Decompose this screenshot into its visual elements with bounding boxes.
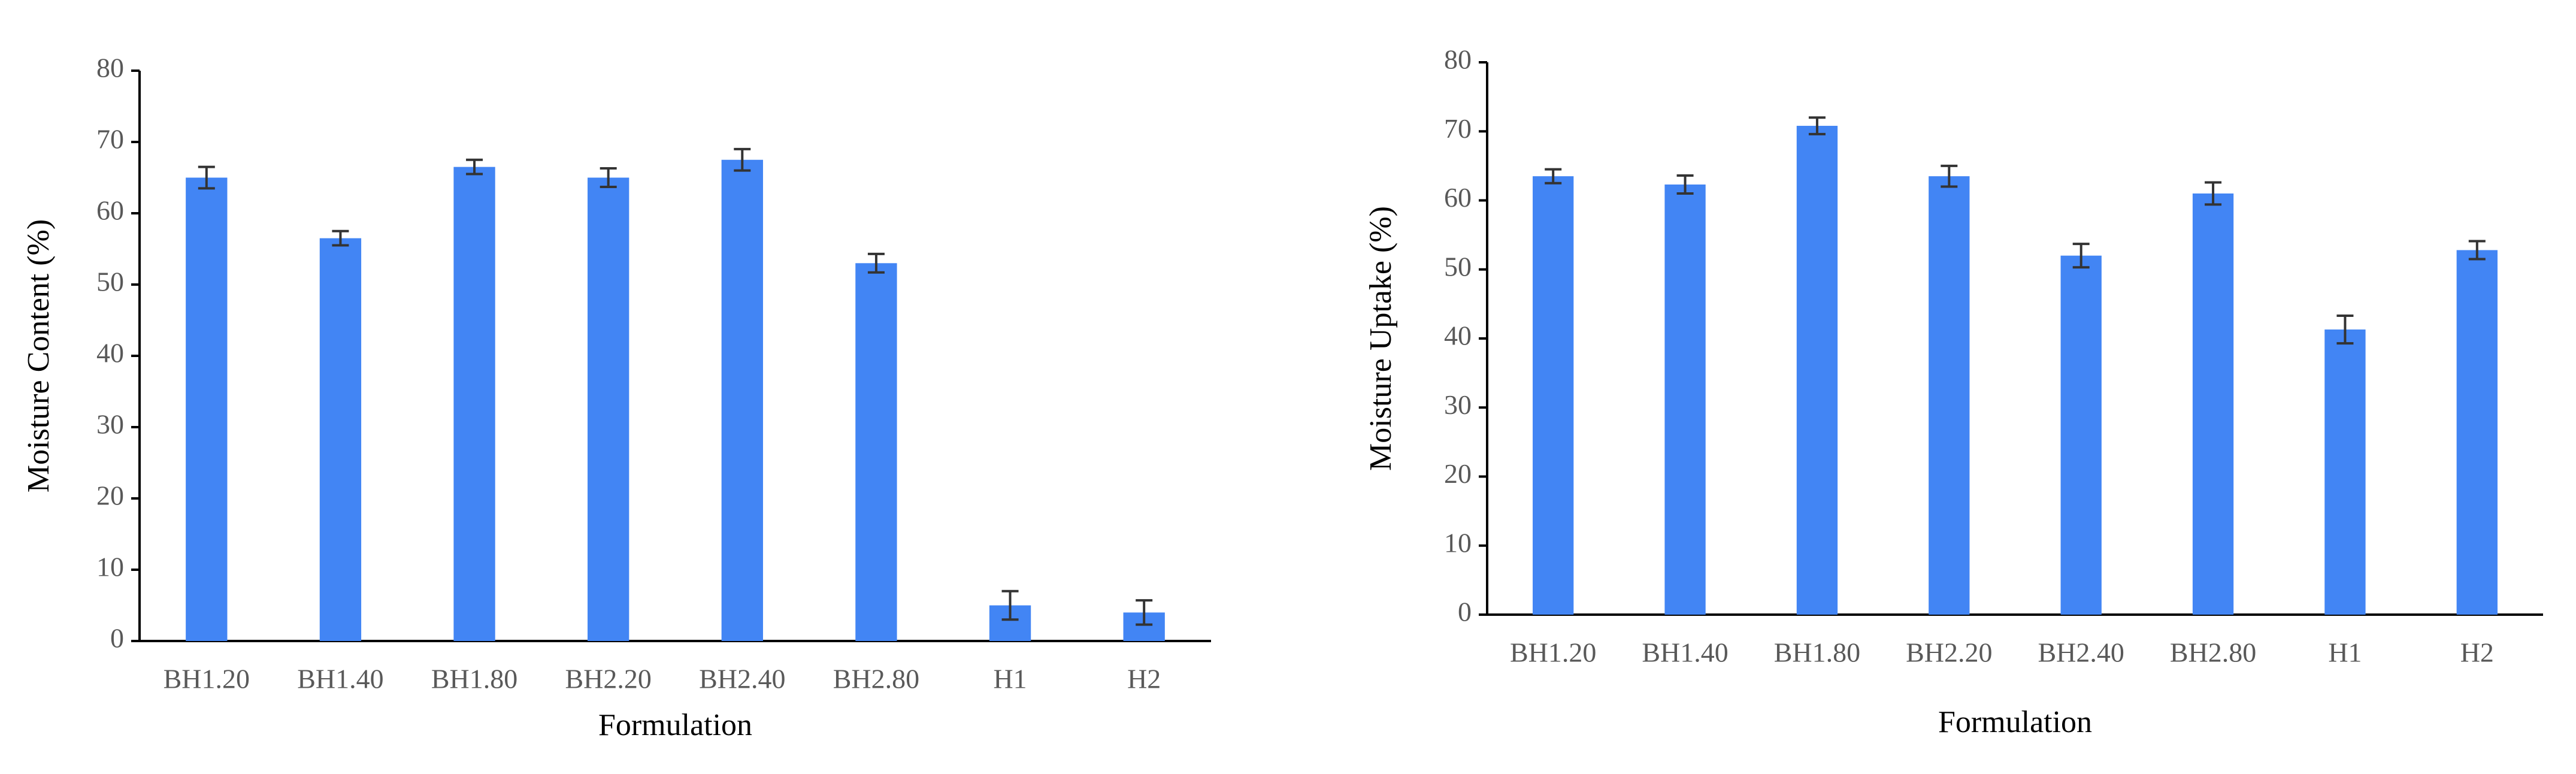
y-tick-label: 30 — [96, 409, 124, 440]
bar — [588, 177, 629, 641]
x-tick-label: BH1.20 — [1510, 637, 1596, 668]
x-tick-label: BH1.40 — [1642, 637, 1728, 668]
error-bar — [2468, 240, 2486, 261]
bar — [855, 263, 897, 641]
x-tick-label: BH2.80 — [833, 664, 919, 694]
y-tick-label: 50 — [1444, 251, 1472, 282]
bar — [1533, 176, 1574, 615]
y-tick-label: 70 — [1444, 113, 1472, 144]
bar — [453, 167, 495, 641]
y-tick-label: 20 — [96, 480, 124, 511]
error-bar — [1545, 168, 1562, 185]
x-tick-label: BH1.20 — [164, 664, 250, 694]
error-bar — [466, 158, 483, 176]
x-tick-label: H2 — [2460, 637, 2494, 668]
bar — [2456, 250, 2498, 615]
y-tick-label: 20 — [1444, 458, 1472, 489]
bar — [2324, 329, 2366, 615]
y-tick-label: 50 — [96, 267, 124, 297]
y-tick-label: 80 — [96, 53, 124, 83]
error-bar — [198, 165, 215, 190]
error-bar — [1676, 174, 1694, 195]
x-tick-label: BH1.40 — [297, 664, 383, 694]
x-tick-label: H1 — [993, 664, 1027, 694]
x-tick-label: BH1.80 — [1774, 637, 1860, 668]
bar — [186, 177, 228, 641]
x-tick-label: BH2.40 — [2038, 637, 2124, 668]
error-bar — [2336, 314, 2354, 345]
error-bar — [1808, 116, 1826, 135]
bar — [1929, 176, 1970, 615]
y-tick-label: 60 — [96, 195, 124, 226]
y-tick-label: 80 — [1444, 44, 1472, 75]
x-tick-label: BH2.20 — [1906, 637, 1992, 668]
y-tick-label: 10 — [1444, 527, 1472, 558]
error-bar — [1941, 164, 1958, 188]
error-bar — [2205, 181, 2222, 206]
bar — [721, 159, 763, 641]
y-tick-label: 70 — [96, 124, 124, 155]
bar — [1664, 184, 1706, 615]
x-axis-label: Formulation — [1938, 705, 2092, 739]
bar — [2192, 193, 2234, 615]
error-bar — [1001, 589, 1019, 621]
x-tick-label: H2 — [1127, 664, 1161, 694]
error-bar — [2072, 243, 2090, 269]
y-axis-label: Moisture Content (%) — [22, 219, 56, 492]
bar — [319, 238, 362, 641]
error-bar — [867, 252, 885, 274]
error-bar — [734, 147, 751, 172]
error-bar — [600, 167, 617, 188]
y-tick-label: 30 — [1444, 389, 1472, 420]
y-tick-label: 0 — [110, 623, 124, 654]
y-tick-label: 10 — [96, 552, 124, 582]
x-tick-label: BH2.80 — [2170, 637, 2256, 668]
y-axis-label: Moisture Uptake (%) — [1364, 206, 1398, 471]
x-tick-label: BH1.80 — [431, 664, 517, 694]
bar — [1796, 126, 1838, 615]
y-tick-label: 40 — [96, 338, 124, 368]
error-bar — [1136, 599, 1153, 626]
y-tick-label: 0 — [1458, 597, 1472, 627]
y-tick-label: 60 — [1444, 182, 1472, 213]
x-tick-label: BH2.40 — [699, 664, 785, 694]
x-tick-label: H1 — [2328, 637, 2362, 668]
x-axis-label: Formulation — [598, 708, 752, 742]
y-tick-label: 40 — [1444, 321, 1472, 351]
x-tick-label: BH2.20 — [565, 664, 651, 694]
error-bar — [332, 229, 349, 247]
bar — [2060, 255, 2102, 615]
